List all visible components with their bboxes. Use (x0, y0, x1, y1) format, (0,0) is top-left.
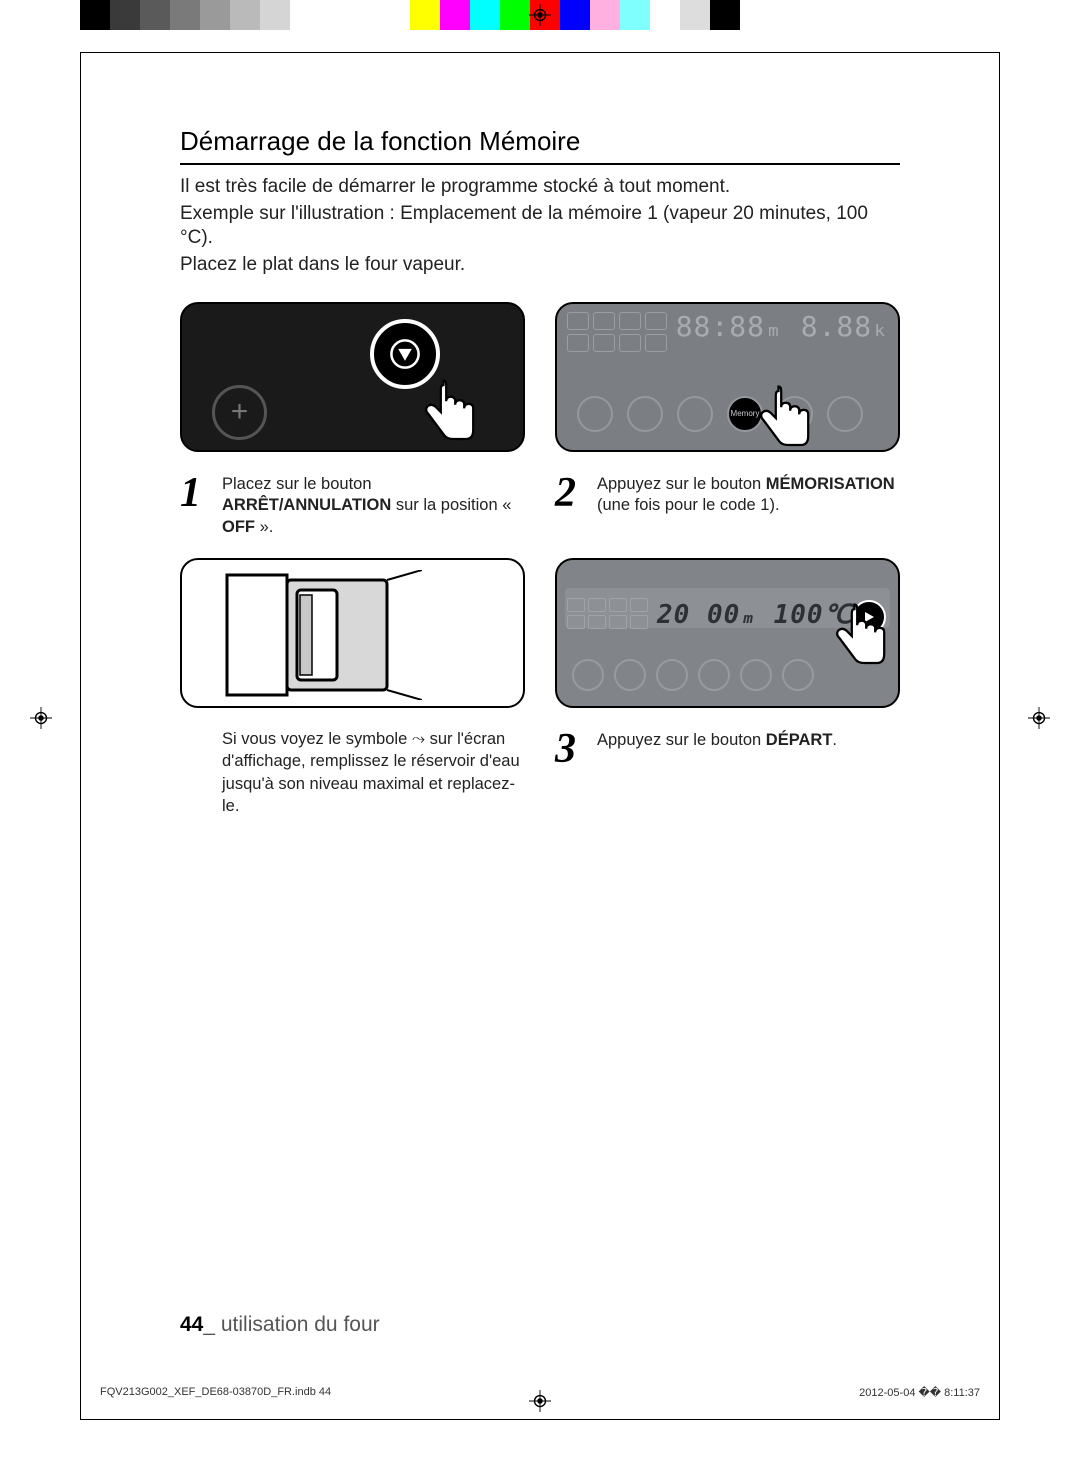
panel-seven-segment: 88:88ₘ 8.88ₖ (676, 310, 890, 343)
illustration-oven-door (180, 558, 525, 708)
print-color-bar (80, 0, 740, 30)
step-text: Placez sur le bouton ARRÊT/ANNULATION su… (222, 472, 525, 538)
panel-btn-6 (827, 396, 863, 432)
intro-line2: Exemple sur l'illustration : Emplacement… (180, 202, 900, 251)
panel-btn-2 (627, 396, 663, 432)
step-number: 2 (555, 472, 587, 514)
illustration-start-panel: 20 00ₘ 100℃ (555, 558, 900, 708)
print-file-name: FQV213G002_XEF_DE68-03870D_FR.indb 44 (100, 1386, 331, 1399)
section-title: Démarrage de la fonction Mémoire (180, 126, 900, 165)
hand-pointer-icon (738, 373, 828, 452)
water-refill-note: Si vous voyez le symbole ⤳ sur l'écran d… (180, 728, 525, 817)
panel-button-row (572, 659, 814, 691)
panel-mode-icons (567, 312, 667, 352)
registration-mark-left (30, 707, 52, 729)
step-text: Appuyez sur le bouton DÉPART. (597, 728, 837, 751)
intro-line1: Il est très facile de démarrer le progra… (180, 175, 900, 200)
instruction-grid: + 88:88ₘ 8.88ₖ Memory (180, 302, 900, 817)
step-1: 1 Placez sur le bouton ARRÊT/ANNULATION … (180, 472, 525, 538)
registration-mark-right (1028, 707, 1050, 729)
page-content: Démarrage de la fonction Mémoire Il est … (180, 126, 900, 817)
footer-section-label: utilisation du four (221, 1313, 380, 1336)
oven-door-icon (222, 570, 422, 700)
step-number: 3 (555, 728, 587, 770)
step-number: 1 (180, 472, 212, 514)
illustration-memory-panel: 88:88ₘ 8.88ₖ Memory (555, 302, 900, 452)
page-footer: 44_ utilisation du four (180, 1313, 380, 1337)
panel-mode-icons (567, 598, 648, 629)
step-text: Appuyez sur le bouton MÉMORISATION (une … (597, 472, 900, 517)
hand-pointer-icon (403, 367, 493, 452)
plus-button-icon: + (212, 385, 267, 440)
print-timestamp: 2012-05-04 �� 8:11:37 (859, 1386, 980, 1399)
intro-paragraph: Il est très facile de démarrer le progra… (180, 175, 900, 278)
panel-btn-3 (677, 396, 713, 432)
illustration-stop-button: + (180, 302, 525, 452)
step-2: 2 Appuyez sur le bouton MÉMORISATION (un… (555, 472, 900, 538)
page-number: 44 (180, 1313, 203, 1336)
registration-mark-top (529, 4, 551, 26)
step-3: 3 Appuyez sur le bouton DÉPART. (555, 728, 900, 817)
intro-line3: Placez le plat dans le four vapeur. (180, 253, 900, 278)
print-metadata-footer: FQV213G002_XEF_DE68-03870D_FR.indb 44 20… (100, 1386, 980, 1399)
panel-btn-1 (577, 396, 613, 432)
hand-pointer-icon (814, 591, 900, 686)
